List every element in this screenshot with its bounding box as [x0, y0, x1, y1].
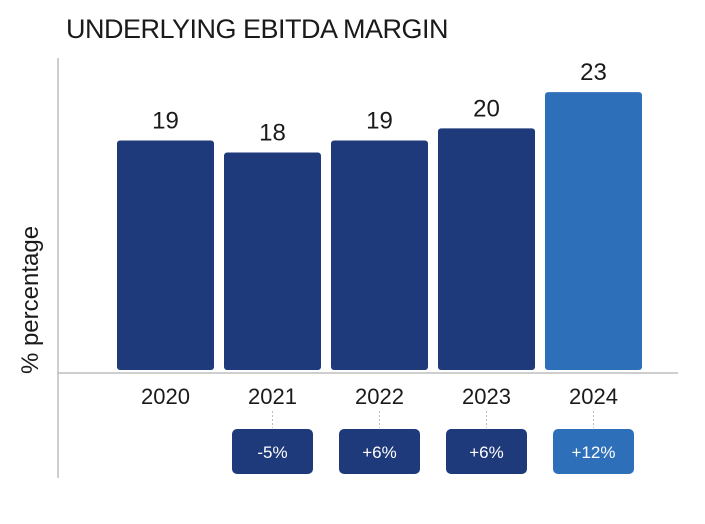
- bar-2021: [224, 152, 321, 370]
- change-label-2023: +6%: [469, 443, 504, 462]
- change-badge-2024: [553, 429, 634, 474]
- x-tick-label-2024: 2024: [569, 384, 618, 409]
- y-axis-label: % percentage: [17, 226, 44, 374]
- x-tick-label-2021: 2021: [248, 384, 297, 409]
- value-label-2022: 19: [366, 107, 393, 134]
- value-label-2024: 23: [580, 59, 607, 86]
- bars-group: 19 2020 18 2021 -5% 19 2022 +6% 20 2023 +6% 23 2024 +…: [117, 59, 642, 474]
- bar-2020: [117, 140, 214, 370]
- chart-title: UNDERLYING EBITDA MARGIN: [66, 14, 448, 44]
- change-badge-2021: [232, 429, 313, 474]
- change-label-2021: -5%: [257, 443, 287, 462]
- x-tick-label-2022: 2022: [355, 384, 404, 409]
- bar-2022: [331, 140, 428, 370]
- change-badge-2023: [446, 429, 527, 474]
- x-tick-label-2020: 2020: [141, 384, 190, 409]
- value-label-2023: 20: [473, 95, 500, 122]
- x-tick-label-2023: 2023: [462, 384, 511, 409]
- bar-2024: [545, 92, 642, 370]
- change-badge-2022: [339, 429, 420, 474]
- value-label-2021: 18: [259, 120, 286, 147]
- bar-2023: [438, 128, 535, 370]
- value-label-2020: 19: [152, 107, 179, 134]
- change-label-2022: +6%: [362, 443, 397, 462]
- change-label-2024: +12%: [572, 443, 616, 462]
